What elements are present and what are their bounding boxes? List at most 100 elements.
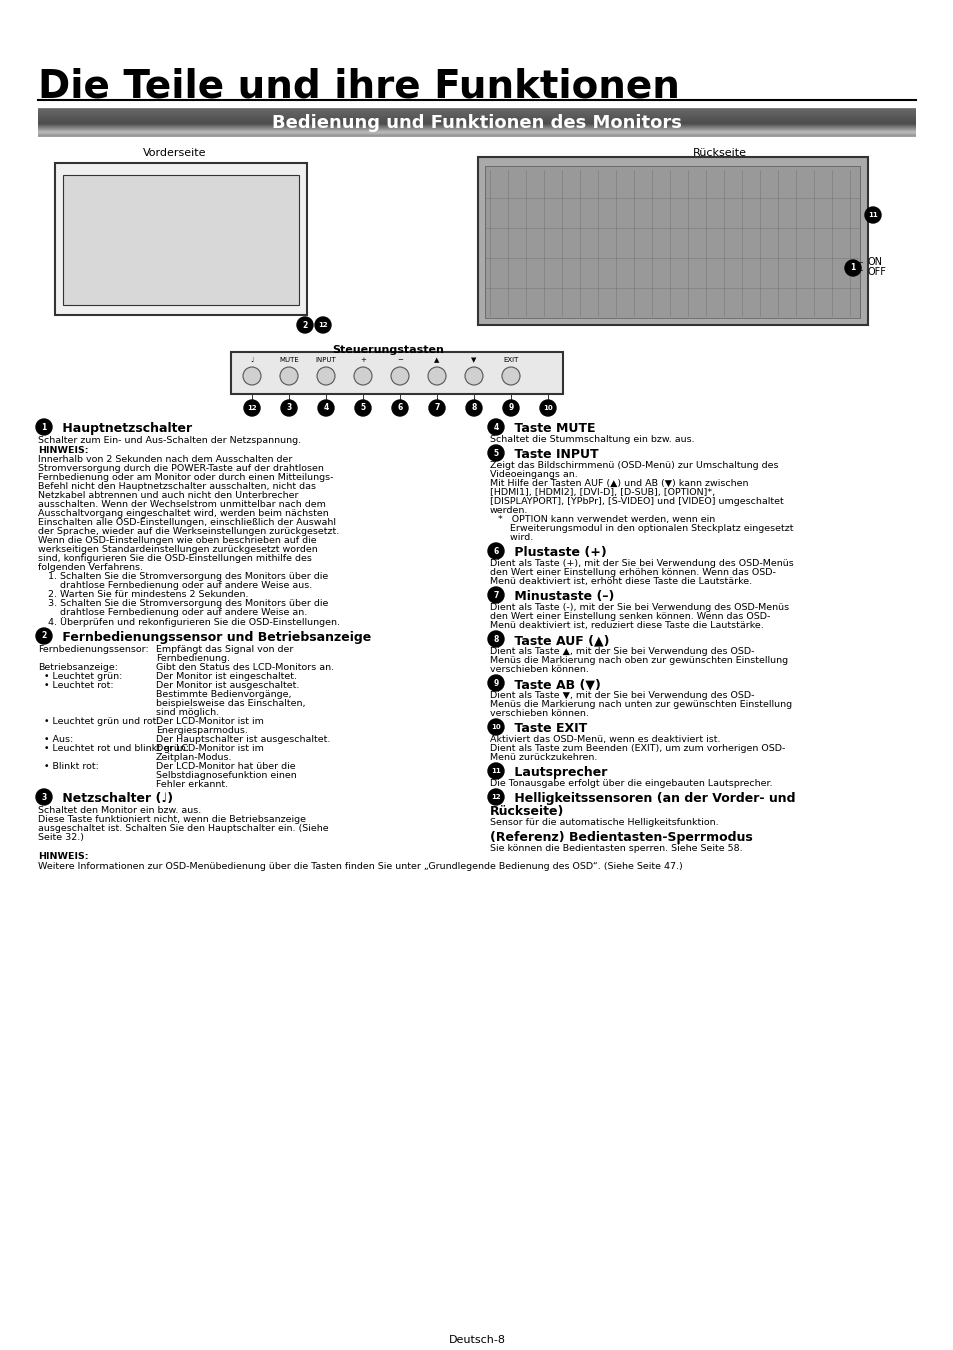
Text: Zeigt das Bildschirmmenü (OSD-Menü) zur Umschaltung des: Zeigt das Bildschirmmenü (OSD-Menü) zur … <box>490 460 778 470</box>
Text: 10: 10 <box>491 724 500 730</box>
Text: Der LCD-Monitor ist im: Der LCD-Monitor ist im <box>156 717 264 726</box>
Text: drahtlose Fernbedienung oder auf andere Weise aus.: drahtlose Fernbedienung oder auf andere … <box>48 580 312 590</box>
Circle shape <box>488 788 503 805</box>
FancyBboxPatch shape <box>55 163 307 315</box>
Circle shape <box>428 367 446 385</box>
Text: ▲: ▲ <box>434 356 439 363</box>
Text: 3: 3 <box>41 792 47 802</box>
Text: Menü deaktiviert ist, reduziert diese Taste die Lautstärke.: Menü deaktiviert ist, reduziert diese Ta… <box>490 621 763 630</box>
Text: Fernbedienungssensor und Betriebsanzeige: Fernbedienungssensor und Betriebsanzeige <box>58 630 371 644</box>
FancyBboxPatch shape <box>477 157 867 325</box>
Text: 1. Schalten Sie die Stromversorgung des Monitors über die: 1. Schalten Sie die Stromversorgung des … <box>48 572 328 580</box>
Text: Netzschalter (♩): Netzschalter (♩) <box>58 792 172 805</box>
Text: Diese Taste funktioniert nicht, wenn die Betriebsanzeige: Diese Taste funktioniert nicht, wenn die… <box>38 815 306 824</box>
Circle shape <box>488 446 503 460</box>
Text: Aktiviert das OSD-Menü, wenn es deaktiviert ist.: Aktiviert das OSD-Menü, wenn es deaktivi… <box>490 734 720 744</box>
Text: 11: 11 <box>491 768 500 774</box>
Circle shape <box>501 367 519 385</box>
Text: Befehl nicht den Hauptnetzschalter ausschalten, nicht das: Befehl nicht den Hauptnetzschalter aussc… <box>38 482 315 491</box>
Text: Wenn die OSD-Einstellungen wie oben beschrieben auf die: Wenn die OSD-Einstellungen wie oben besc… <box>38 536 316 545</box>
Text: 2: 2 <box>41 632 47 640</box>
Text: Mit Hilfe der Tasten AUF (▲) und AB (▼) kann zwischen: Mit Hilfe der Tasten AUF (▲) und AB (▼) … <box>490 479 748 487</box>
Text: 4. Überprüfen und rekonfigurieren Sie die OSD-Einstellungen.: 4. Überprüfen und rekonfigurieren Sie di… <box>48 617 339 626</box>
Text: Taste AB (▼): Taste AB (▼) <box>510 678 600 691</box>
Text: • Blinkt rot:: • Blinkt rot: <box>38 761 99 771</box>
Text: folgenden Verfahrens.: folgenden Verfahrens. <box>38 563 143 572</box>
Circle shape <box>864 207 880 223</box>
Circle shape <box>429 400 444 416</box>
Text: Menü zurückzukehren.: Menü zurückzukehren. <box>490 753 597 761</box>
Text: Bestimmte Bedienvorgänge,: Bestimmte Bedienvorgänge, <box>156 690 292 699</box>
Text: beispielsweise das Einschalten,: beispielsweise das Einschalten, <box>156 699 305 707</box>
Text: 2. Warten Sie für mindestens 2 Sekunden.: 2. Warten Sie für mindestens 2 Sekunden. <box>48 590 248 599</box>
Text: Einschalten alle OSD-Einstellungen, einschließlich der Auswahl: Einschalten alle OSD-Einstellungen, eins… <box>38 518 335 526</box>
Text: Rückseite): Rückseite) <box>490 805 564 818</box>
Text: Sensor für die automatische Helligkeitsfunktion.: Sensor für die automatische Helligkeitsf… <box>490 818 718 828</box>
Text: Helligkeitssensoren (an der Vorder- und: Helligkeitssensoren (an der Vorder- und <box>510 792 795 805</box>
Text: Seite 32.): Seite 32.) <box>38 833 84 842</box>
Text: Fernbedienungssensor:: Fernbedienungssensor: <box>38 645 149 653</box>
Circle shape <box>488 630 503 647</box>
Text: Deutsch-8: Deutsch-8 <box>448 1335 505 1345</box>
Text: 5: 5 <box>493 448 498 458</box>
Text: Steuerungstasten: Steuerungstasten <box>332 346 443 355</box>
Text: Taste INPUT: Taste INPUT <box>510 448 598 460</box>
Text: Der LCD-Monitor ist im: Der LCD-Monitor ist im <box>156 744 264 753</box>
Text: 8: 8 <box>493 634 498 644</box>
Text: Menüs die Markierung nach oben zur gewünschten Einstellung: Menüs die Markierung nach oben zur gewün… <box>490 656 787 666</box>
Circle shape <box>502 400 518 416</box>
Circle shape <box>281 400 296 416</box>
Text: Fernbedienung oder am Monitor oder durch einen Mitteilungs-: Fernbedienung oder am Monitor oder durch… <box>38 472 334 482</box>
Text: 2: 2 <box>302 320 307 329</box>
Text: Weitere Informationen zur OSD-Menübedienung über die Tasten finden Sie unter „Gr: Weitere Informationen zur OSD-Menübedien… <box>38 863 682 871</box>
Circle shape <box>243 367 261 385</box>
Text: • Leuchtet grün:: • Leuchtet grün: <box>38 672 122 680</box>
Text: Der Hauptschalter ist ausgeschaltet.: Der Hauptschalter ist ausgeschaltet. <box>156 734 330 744</box>
Text: Schalter zum Ein- und Aus-Schalten der Netzspannung.: Schalter zum Ein- und Aus-Schalten der N… <box>38 436 301 446</box>
Text: ausschalten. Wenn der Wechselstrom unmittelbar nach dem: ausschalten. Wenn der Wechselstrom unmit… <box>38 500 326 509</box>
Circle shape <box>488 720 503 734</box>
Circle shape <box>392 400 408 416</box>
Text: 12: 12 <box>491 794 500 801</box>
Text: werden.: werden. <box>490 506 528 514</box>
Text: Menü deaktiviert ist, erhöht diese Taste die Lautstärke.: Menü deaktiviert ist, erhöht diese Taste… <box>490 576 751 586</box>
Text: Dient als Taste zum Beenden (EXIT), um zum vorherigen OSD-: Dient als Taste zum Beenden (EXIT), um z… <box>490 744 784 753</box>
Text: Dient als Taste ▼, mit der Sie bei Verwendung des OSD-: Dient als Taste ▼, mit der Sie bei Verwe… <box>490 691 754 701</box>
Text: 11: 11 <box>867 212 877 217</box>
Text: den Wert einer Einstellung senken können. Wenn das OSD-: den Wert einer Einstellung senken können… <box>490 612 770 621</box>
Text: • Aus:: • Aus: <box>38 734 73 744</box>
FancyBboxPatch shape <box>231 352 562 394</box>
Text: ausgeschaltet ist. Schalten Sie den Hauptschalter ein. (Siehe: ausgeschaltet ist. Schalten Sie den Haup… <box>38 824 328 833</box>
Text: Schaltet die Stummschaltung ein bzw. aus.: Schaltet die Stummschaltung ein bzw. aus… <box>490 435 694 444</box>
Circle shape <box>317 400 334 416</box>
Text: sind möglich.: sind möglich. <box>156 707 219 717</box>
Circle shape <box>36 628 52 644</box>
Text: 7: 7 <box>434 404 439 413</box>
Text: werkseitigen Standardeinstellungen zurückgesetzt worden: werkseitigen Standardeinstellungen zurüc… <box>38 545 317 554</box>
Text: Dient als Taste ▲, mit der Sie bei Verwendung des OSD-: Dient als Taste ▲, mit der Sie bei Verwe… <box>490 647 754 656</box>
Text: EXIT: EXIT <box>503 356 518 363</box>
Text: • Leuchtet rot und blinkt grün:: • Leuchtet rot und blinkt grün: <box>38 744 189 753</box>
Text: Erweiterungsmodul in den optionalen Steckplatz eingesetzt: Erweiterungsmodul in den optionalen Stec… <box>497 524 793 533</box>
Text: Plustaste (+): Plustaste (+) <box>510 545 606 559</box>
Text: Fehler erkannt.: Fehler erkannt. <box>156 780 228 788</box>
Text: 10: 10 <box>542 405 553 410</box>
Circle shape <box>488 543 503 559</box>
Text: 12: 12 <box>247 405 256 410</box>
Text: OFF: OFF <box>867 267 886 277</box>
Text: 8: 8 <box>471 404 476 413</box>
Text: drahtlose Fernbedienung oder auf andere Weise an.: drahtlose Fernbedienung oder auf andere … <box>48 608 307 617</box>
Text: • Leuchtet grün und rot:: • Leuchtet grün und rot: <box>38 717 159 726</box>
Circle shape <box>354 367 372 385</box>
Text: Energiesparmodus.: Energiesparmodus. <box>156 726 248 734</box>
Circle shape <box>488 418 503 435</box>
Text: sind, konfigurieren Sie die OSD-Einstellungen mithilfe des: sind, konfigurieren Sie die OSD-Einstell… <box>38 554 312 563</box>
Text: MUTE: MUTE <box>279 356 298 363</box>
Text: 1: 1 <box>849 263 855 273</box>
Circle shape <box>36 788 52 805</box>
Text: INPUT: INPUT <box>315 356 336 363</box>
Text: 6: 6 <box>493 547 498 555</box>
Text: 7: 7 <box>493 590 498 599</box>
Text: Rückseite: Rückseite <box>692 148 746 158</box>
Text: den Wert einer Einstellung erhöhen können. Wenn das OSD-: den Wert einer Einstellung erhöhen könne… <box>490 568 775 576</box>
